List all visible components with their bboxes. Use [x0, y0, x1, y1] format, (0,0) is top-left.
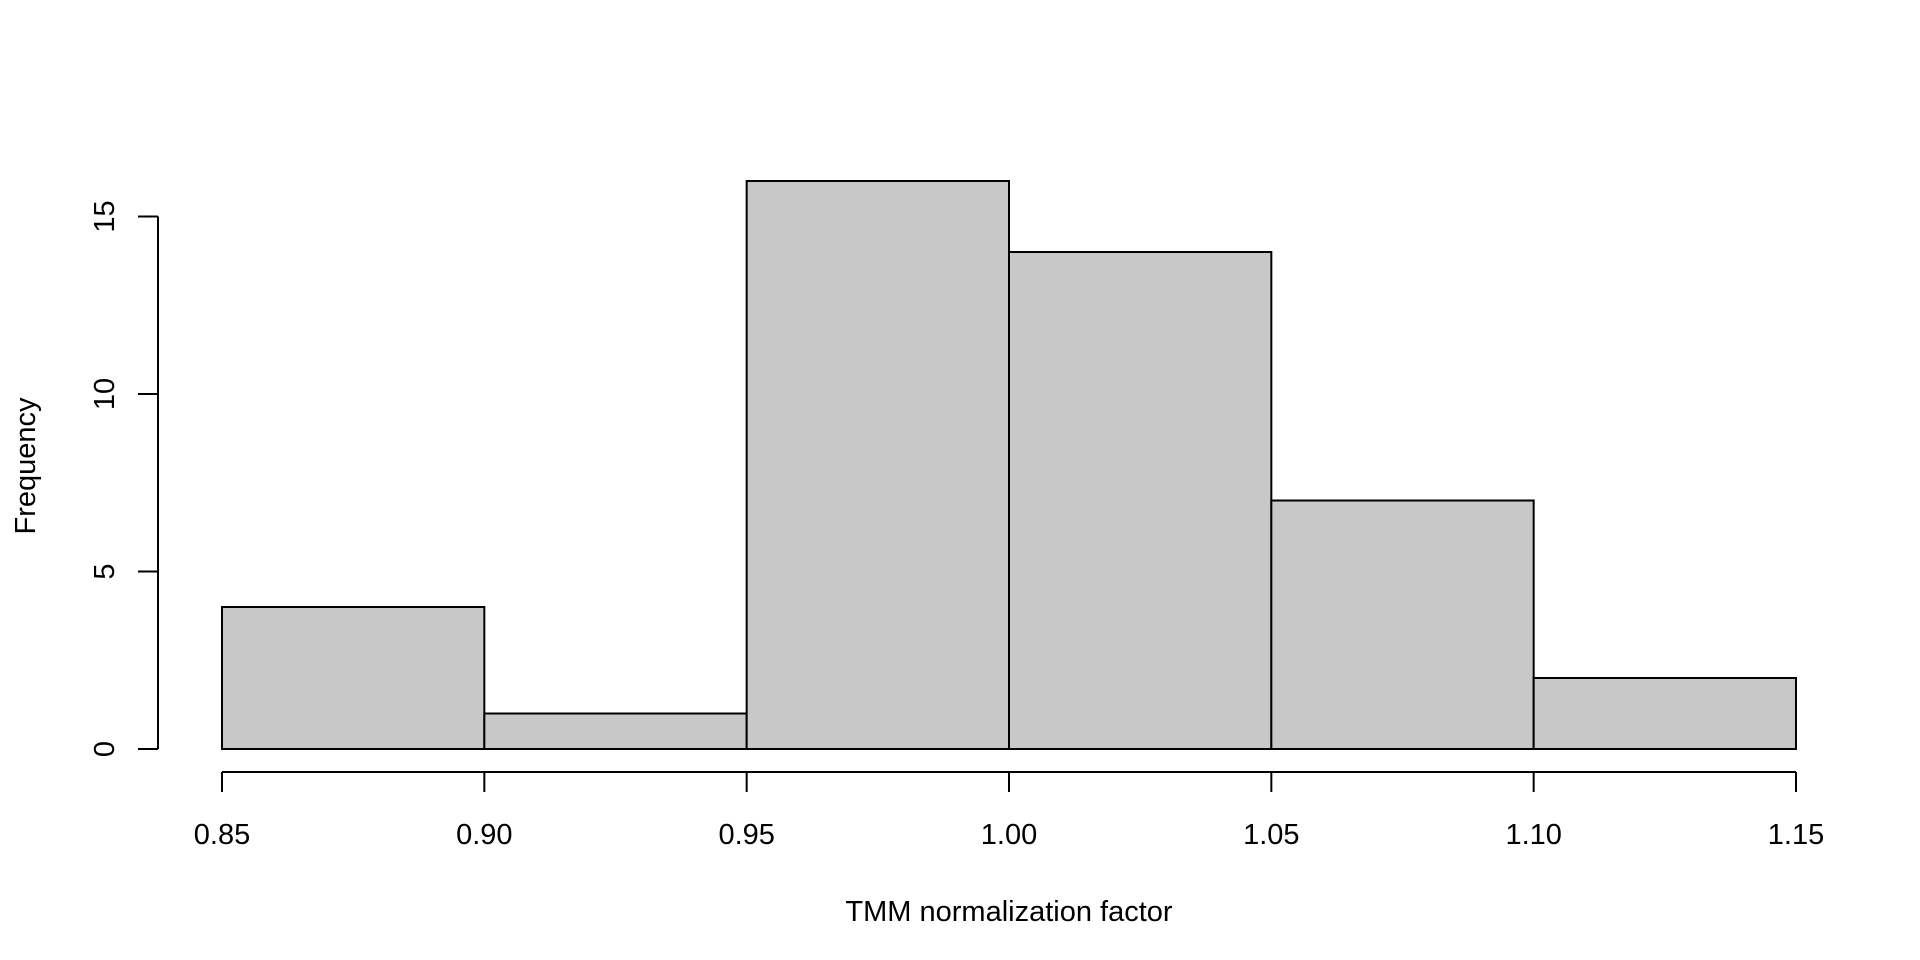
- x-tick-label-3: 1.00: [981, 819, 1037, 851]
- x-tick-label-4: 1.05: [1243, 819, 1299, 851]
- x-axis: 0.85 0.90 0.95 1.00 1.05 1.10 1.15: [194, 771, 1824, 851]
- y-axis: 0 5 10 15: [89, 200, 159, 757]
- x-tick-label-5: 1.10: [1505, 819, 1561, 851]
- x-tick-label-0: 0.85: [194, 819, 250, 851]
- y-axis-title: Frequency: [10, 397, 42, 535]
- x-tick-label-1: 0.90: [456, 819, 512, 851]
- y-tick-label-1: 5: [89, 563, 121, 579]
- histogram-bar-1: [483, 712, 748, 750]
- x-tick-label-2: 0.95: [718, 819, 774, 851]
- histogram-bar-5: [1532, 677, 1797, 750]
- bars-group: [221, 180, 1797, 750]
- x-axis-title: TMM normalization factor: [845, 896, 1172, 928]
- histogram-bar-2: [745, 180, 1011, 750]
- y-tick-label-0: 0: [89, 741, 121, 757]
- histogram-bar-0: [221, 606, 486, 750]
- y-tick-label-3: 15: [89, 200, 121, 232]
- y-tick-label-2: 10: [89, 378, 121, 410]
- x-tick-label-6: 1.15: [1768, 819, 1824, 851]
- histogram-bar-4: [1270, 499, 1535, 750]
- histogram-bar-3: [1008, 251, 1273, 750]
